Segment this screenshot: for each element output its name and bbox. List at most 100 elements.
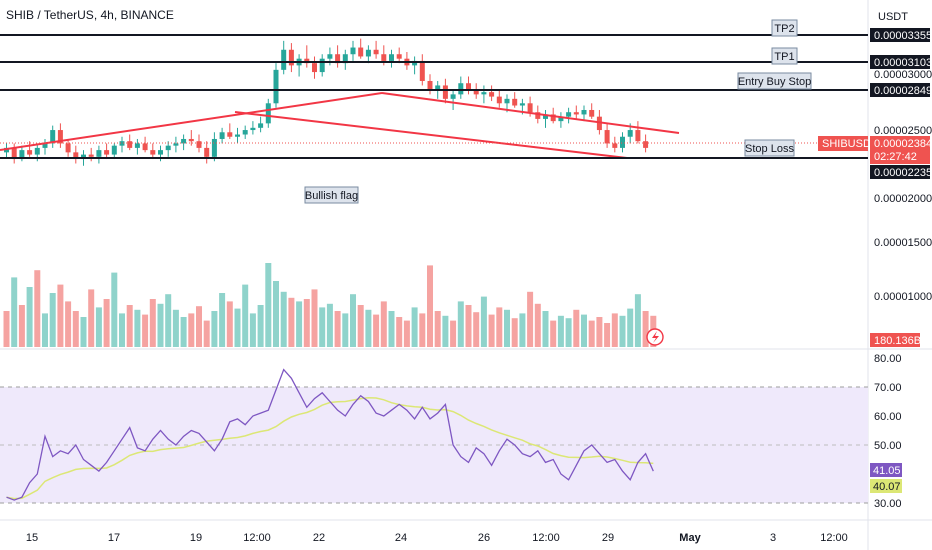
volume-bar <box>442 315 449 347</box>
time-tick: 12:00 <box>532 532 560 544</box>
volume-bar <box>42 313 48 347</box>
candle <box>404 52 410 70</box>
stop-price-badge: 0.00002235 <box>870 165 932 179</box>
lightning-icon[interactable] <box>646 328 664 346</box>
candle <box>96 145 102 164</box>
flag-lower-line[interactable] <box>234 111 628 159</box>
candle <box>65 138 71 157</box>
volume-bar <box>273 281 279 347</box>
svg-text:TP2: TP2 <box>774 23 794 35</box>
candle <box>250 121 256 135</box>
candle <box>235 127 240 144</box>
volume-bar <box>427 265 433 347</box>
volume-bar <box>534 303 541 347</box>
svg-text:Entry Buy Stop: Entry Buy Stop <box>738 76 811 88</box>
candle <box>481 85 487 104</box>
svg-text:Stop Loss: Stop Loss <box>745 143 794 155</box>
svg-text:SHIBUSDT: SHIBUSDT <box>822 138 878 150</box>
volume-bar <box>319 307 326 347</box>
candle <box>427 74 433 95</box>
candle <box>127 134 133 151</box>
svg-text:0.00002235: 0.00002235 <box>874 167 932 179</box>
entry-label[interactable]: Entry Buy Stop <box>737 72 812 90</box>
volume-bar <box>573 309 580 347</box>
tp2-price-badge: 0.00003355 <box>870 28 932 42</box>
rsi-tick: 80.00 <box>874 353 902 365</box>
svg-text:0.00002384: 0.00002384 <box>874 138 932 150</box>
time-tick: 19 <box>190 532 202 544</box>
volume-bar <box>504 309 510 347</box>
tp2-label[interactable]: TP2 <box>771 19 798 37</box>
stop-loss-label[interactable]: Stop Loss <box>744 139 795 157</box>
volume-bar <box>18 305 25 347</box>
volume-bar <box>303 299 310 347</box>
volume-bar <box>565 318 572 347</box>
tp1-label[interactable]: TP1 <box>771 47 798 65</box>
volume-bar <box>88 289 95 347</box>
volume-bar <box>103 299 110 347</box>
flag-pole-support-line[interactable] <box>0 92 383 151</box>
volume-bar <box>242 284 249 347</box>
volume-bar <box>257 305 264 347</box>
volume-bar <box>411 307 418 347</box>
candle <box>173 136 179 153</box>
entry-price-badge: 0.00002849 <box>870 83 932 97</box>
volume-bar <box>403 320 410 347</box>
candle <box>604 123 610 148</box>
candle <box>589 103 595 119</box>
candle <box>558 112 564 128</box>
volume-bar <box>350 294 356 347</box>
svg-text:02:27:42: 02:27:42 <box>874 151 917 163</box>
volume-bar <box>334 311 341 347</box>
volume-bar <box>72 311 79 347</box>
volume-bar <box>134 309 141 347</box>
volume-bar <box>480 296 487 347</box>
volume-bar <box>142 314 149 347</box>
candle <box>27 141 33 157</box>
candle <box>73 145 79 164</box>
volume-bar <box>550 320 557 347</box>
volume-bar <box>542 311 549 347</box>
volume-bar <box>604 323 611 347</box>
volume-bar <box>157 303 164 347</box>
volume-bar <box>11 277 18 347</box>
time-tick: 12:00 <box>243 532 271 544</box>
rsi-tick: 70.00 <box>874 382 902 394</box>
candle <box>273 63 279 108</box>
volume-bar <box>288 297 295 347</box>
volume-bar <box>519 313 526 347</box>
time-axis[interactable]: 15 17 19 12:00 22 24 26 12:00 29 May 3 1… <box>26 532 848 544</box>
candle <box>350 40 356 61</box>
candle <box>296 54 302 77</box>
volume-bar <box>557 315 564 347</box>
volume-bar <box>203 320 210 347</box>
candle <box>134 138 140 155</box>
rsi-tick: 60.00 <box>874 411 902 423</box>
candle <box>219 127 225 144</box>
volume-bar <box>26 287 33 347</box>
time-tick: 26 <box>478 532 490 544</box>
volume-bar <box>581 314 587 347</box>
candle <box>489 85 495 102</box>
flag-upper-line[interactable] <box>381 92 680 134</box>
candle <box>442 78 448 104</box>
svg-text:41.05: 41.05 <box>873 465 901 477</box>
svg-text:0.00002849: 0.00002849 <box>874 85 932 97</box>
candle <box>365 45 371 64</box>
candle <box>242 125 248 139</box>
chart-title: SHIB / TetherUS, 4h, BINANCE <box>6 8 174 22</box>
pattern-label[interactable]: Bullish flag <box>304 186 359 204</box>
candle <box>389 49 394 68</box>
symbol-badge: SHIBUSDT <box>818 136 878 151</box>
volume-bar <box>342 313 349 347</box>
volume-bar <box>219 293 226 347</box>
price-tick: 0.00003000 <box>874 69 932 81</box>
candle <box>319 54 325 77</box>
time-tick: May <box>679 532 701 544</box>
time-tick: 15 <box>26 532 38 544</box>
volume-bar <box>80 317 87 347</box>
price-tick: 0.00001500 <box>874 237 932 249</box>
volume-bar <box>588 320 595 347</box>
volume-bar <box>126 305 133 347</box>
